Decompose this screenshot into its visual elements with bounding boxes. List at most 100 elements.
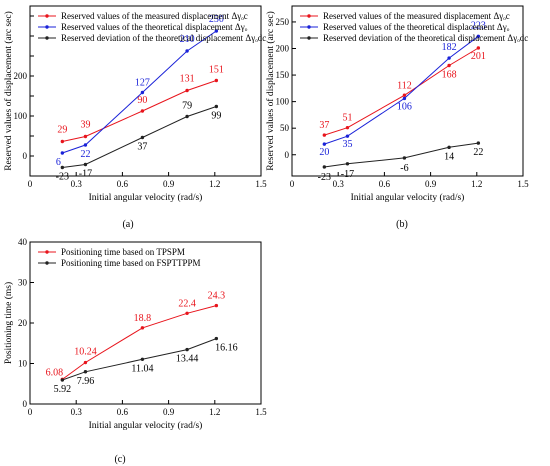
x-tick-label: 1.2 [471, 179, 482, 189]
y-tick-label: 30 [18, 278, 28, 288]
y-tick-label: 100 [14, 111, 28, 121]
legend-entry: Positioning time based on FSPTTPPM [61, 258, 201, 268]
data-label: 7.96 [77, 376, 95, 387]
x-tick-label: 0.3 [71, 179, 83, 189]
x-tick-label: 1.5 [255, 179, 267, 189]
x-tick-label: 0 [28, 179, 33, 189]
data-point [83, 162, 88, 167]
y-tick-label: 200 [276, 44, 290, 54]
panel-label: (a) [122, 219, 133, 230]
x-tick-label: 0.9 [425, 179, 437, 189]
plot-frame [291, 5, 524, 177]
legend-marker [307, 36, 311, 40]
y-tick-label: 10 [18, 359, 28, 369]
data-label: 16.16 [215, 343, 238, 354]
data-label: 79 [182, 101, 192, 112]
data-label: 35 [342, 139, 352, 150]
data-label: 37 [319, 120, 329, 131]
data-point [345, 125, 350, 130]
legend-entry: Reserved deviation of the theoretical di… [61, 33, 266, 43]
y-tick-label: 20 [18, 318, 28, 328]
data-label: 24.3 [208, 291, 226, 302]
legend-marker [45, 250, 49, 254]
chart-b: 0 0.3 0.6 0.9 1.2 1.5 0 50 100 150 200 250 Initial a… [265, 5, 529, 230]
legend-entry: Reserved deviation of the theoretical di… [323, 33, 528, 43]
data-label: 29 [57, 125, 67, 136]
y-tick-label: 150 [276, 70, 290, 80]
data-point [185, 88, 189, 93]
y-tick-label: 0 [23, 399, 28, 409]
legend-marker [307, 25, 311, 29]
y-tick-label: 50 [280, 123, 290, 133]
x-tick-label: 0.6 [117, 407, 129, 417]
data-label: 112 [397, 80, 412, 91]
legend-marker [45, 14, 49, 18]
data-label: 51 [342, 113, 352, 124]
data-label: 99 [211, 111, 221, 122]
panel-label: (b) [396, 219, 408, 230]
data-point [214, 104, 219, 109]
data-label: 182 [442, 42, 457, 53]
x-axis-title: Initial angular velocity (rad/s) [89, 420, 203, 431]
legend-entry: Reserved values of the theoretical displ… [323, 22, 510, 32]
data-point [140, 326, 145, 330]
data-label: 223 [471, 20, 486, 31]
x-tick-label: 0.6 [117, 179, 129, 189]
data-label: -23 [56, 172, 69, 183]
plot-frame [29, 5, 262, 177]
chart-c: 0 0.3 0.6 0.9 1.2 1.5 0 10 20 30 40 Initial angular… [3, 237, 267, 465]
data-label: 22 [473, 147, 483, 158]
data-point [345, 162, 350, 166]
data-label: -17 [79, 169, 92, 180]
data-point [476, 46, 481, 50]
x-tick-label: 0.9 [163, 407, 175, 417]
legend-entry: Reserved values of the measured displace… [61, 11, 248, 21]
data-point [185, 49, 189, 53]
x-tick-label: 1.2 [209, 179, 220, 189]
data-label: -6 [400, 163, 408, 174]
legend-marker [45, 36, 49, 40]
data-point [447, 145, 451, 150]
data-label: 11.04 [131, 363, 153, 374]
data-point [83, 360, 88, 365]
legend-entry: Reserved values of the measured displace… [323, 11, 510, 21]
data-point [402, 93, 407, 97]
data-label: -17 [341, 169, 354, 180]
y-tick-label: 0 [285, 150, 290, 160]
legend-entry: Reserved values of the theoretical displ… [61, 22, 248, 32]
chart-a: 0 0.3 0.6 0.9 1.2 1.5 0 100 200 Initial angular v… [3, 5, 267, 230]
legend-marker [307, 14, 311, 18]
x-tick-label: 1.2 [209, 407, 220, 417]
data-label: 6.08 [46, 367, 64, 378]
data-label: 127 [135, 78, 150, 89]
data-point [447, 63, 451, 68]
data-point [83, 370, 88, 374]
data-point [476, 141, 481, 145]
data-point [60, 151, 65, 155]
x-axis-title: Initial angular velocity (rad/s) [351, 192, 465, 203]
y-tick-label: 0 [23, 151, 28, 161]
data-point [185, 347, 189, 352]
data-point [214, 303, 219, 308]
y-axis-title: Reserved values of displacement (arc sec… [3, 11, 14, 171]
data-point [140, 135, 145, 140]
legend-marker [45, 261, 49, 265]
data-point [322, 165, 327, 169]
data-point [60, 165, 65, 170]
data-point [140, 357, 145, 361]
data-point [214, 336, 219, 341]
data-point [345, 134, 350, 138]
x-tick-label: 1.5 [517, 179, 529, 189]
x-tick-label: 0.3 [333, 179, 345, 189]
data-label: 6 [56, 157, 61, 168]
data-point [402, 156, 407, 160]
data-label: 168 [442, 70, 457, 81]
data-point [185, 114, 189, 119]
data-label: 22.4 [178, 298, 196, 309]
x-axis-title: Initial angular velocity (rad/s) [89, 192, 203, 203]
data-label: 10.24 [74, 347, 97, 358]
data-point [402, 96, 407, 101]
data-point [447, 56, 451, 60]
series-line [62, 80, 217, 142]
data-point [214, 29, 219, 33]
